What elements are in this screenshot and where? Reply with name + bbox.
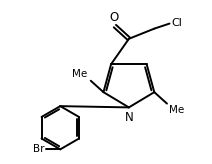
Text: Br: Br bbox=[33, 144, 44, 154]
Text: O: O bbox=[109, 10, 118, 24]
Text: N: N bbox=[125, 111, 134, 124]
Text: Me: Me bbox=[73, 70, 88, 80]
Text: Me: Me bbox=[169, 105, 184, 115]
Text: Cl: Cl bbox=[172, 18, 183, 28]
